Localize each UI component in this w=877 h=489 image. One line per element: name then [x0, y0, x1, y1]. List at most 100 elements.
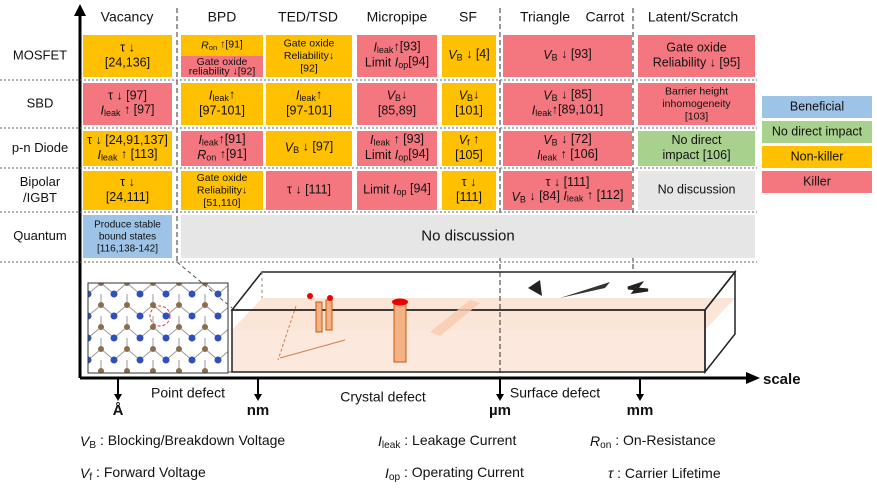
cell-text: VB ↓ [72] [543, 132, 591, 148]
text-run: Limit [363, 183, 393, 197]
cell-text: Ron ↑[91] [197, 147, 247, 163]
cell-text: [97-101] [199, 104, 245, 118]
cell-text: Limit Iop [94] [363, 182, 431, 198]
cell-text: Ileak ↑ [113] [97, 147, 157, 163]
cell [181, 171, 263, 210]
column-header: BPD [208, 9, 237, 25]
cell-text: [92] [300, 62, 318, 74]
column-header: TED/TSD [278, 9, 338, 25]
text-run: τ ↓ [24,91,137] [87, 133, 168, 147]
text-run: ↓ [85] [558, 88, 592, 102]
text-run: ↑[93] [393, 40, 420, 54]
cell [442, 171, 496, 210]
text-run: Reliability↓ [284, 50, 334, 62]
text-run: impact [106] [662, 148, 730, 162]
cell [266, 35, 352, 77]
text-run: [103] [685, 110, 708, 122]
cell-text: τ ↓ [111] [287, 183, 331, 197]
cell-text: τ ↓ [462, 175, 477, 189]
text-run: B [552, 53, 558, 63]
tick-label: nm [247, 402, 270, 419]
cell-text: VB↓ [459, 88, 480, 104]
text-run: B [552, 94, 558, 104]
text-run: ↑[91] [217, 38, 243, 50]
cell [503, 171, 632, 210]
cell-text: bound states [99, 231, 156, 242]
cell [357, 35, 437, 77]
text-run: R [197, 148, 206, 162]
text-run: : Blocking/Breakdown Voltage [96, 432, 285, 448]
text-run: ↑ [470, 132, 480, 146]
text-run: ↑ [229, 88, 235, 102]
text-run: I [393, 183, 397, 197]
cell-text: τ ↓ [120, 175, 135, 189]
cell [638, 131, 755, 166]
text-run: ↑ [113] [117, 147, 157, 161]
cell-text: [97-101] [286, 104, 332, 118]
cell [357, 131, 437, 166]
text-run: [24,111] [106, 190, 149, 204]
cell-text: Barrier height [665, 85, 728, 97]
cell-text: reliability ↓[92] [189, 65, 256, 77]
cell [266, 171, 352, 210]
stacking-fault [430, 300, 480, 336]
cell [181, 215, 755, 258]
cell-text: Ron ↑[91] [201, 38, 243, 51]
text-run: V [448, 48, 458, 62]
text-run: on [206, 153, 216, 163]
text-run: B [520, 195, 526, 205]
scratch [627, 281, 649, 294]
cell-text: VB↓ [387, 88, 408, 104]
legend-swatch [762, 171, 872, 193]
text-run: leak [535, 109, 552, 119]
carrot-defect [560, 282, 610, 298]
y-arrow [74, 4, 86, 16]
vacancy-marker [149, 305, 171, 327]
text-run: [92] [300, 62, 318, 74]
column-header: Triangle [520, 9, 570, 25]
text-run: Limit [365, 56, 395, 70]
legend-label: No direct impact [772, 124, 863, 138]
tick-arrow [254, 394, 262, 401]
cell-text: Produce stable [94, 219, 161, 230]
tick-label: mm [627, 402, 654, 419]
row-label: p-n Diode [12, 140, 68, 155]
legend-swatch [762, 96, 872, 118]
text-run: τ ↓ [462, 175, 477, 189]
cell [266, 83, 352, 125]
text-run: Reliability↓ [197, 184, 247, 196]
text-run: on [209, 43, 217, 52]
text-run: R [201, 39, 209, 51]
text-run: I [385, 465, 389, 481]
cell [357, 83, 437, 125]
text-run: Reliability ↓ [95] [653, 56, 741, 70]
tick-label: µm [489, 402, 511, 419]
text-run: I [97, 148, 101, 162]
text-run: τ ↓ [97] [108, 89, 147, 103]
cell-text: [24,136] [105, 56, 150, 70]
footnote: VB : Blocking/Breakdown Voltage [80, 432, 285, 451]
text-run: V [459, 89, 469, 103]
cell [442, 83, 496, 125]
text-run: f [89, 472, 92, 483]
text-run: bound states [99, 231, 156, 242]
cell [503, 35, 632, 77]
text-run: ↓ [4] [463, 47, 490, 61]
row-label: Bipolar [20, 174, 61, 189]
text-run: Gate oxide [197, 172, 248, 184]
cell-text: τ ↓ [111] [545, 175, 589, 189]
legend-swatch [762, 146, 872, 168]
text-run: ↑ [93] [390, 132, 424, 146]
cell-text: Reliability↓ [197, 184, 247, 196]
text-run: ↓ [93] [558, 47, 592, 61]
cell-text: [111] [456, 190, 482, 204]
text-run: : Operating Current [400, 464, 524, 480]
text-run: [111] [456, 190, 482, 204]
text-run: τ ↓ [111] [545, 175, 589, 189]
text-run: leak [202, 138, 219, 148]
cell [83, 35, 172, 77]
row-label: MOSFET [13, 47, 67, 62]
cell-text: VB ↓ [97] [285, 140, 333, 156]
text-run: Limit [365, 148, 395, 162]
